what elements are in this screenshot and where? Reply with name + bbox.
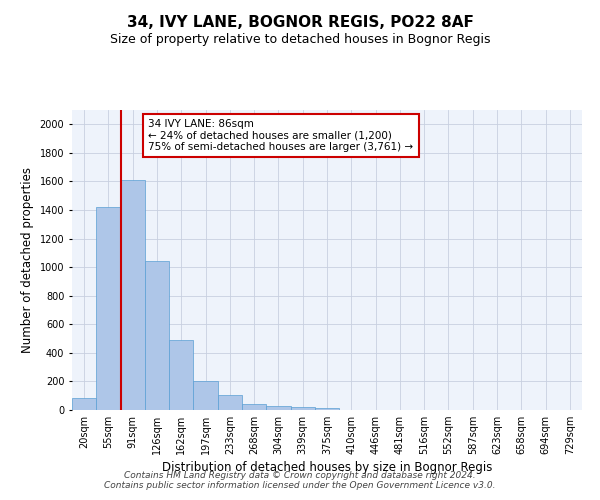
Bar <box>218 395 242 410</box>
Bar <box>72 398 96 410</box>
Bar <box>242 404 266 410</box>
Bar <box>290 407 315 410</box>
X-axis label: Distribution of detached houses by size in Bognor Regis: Distribution of detached houses by size … <box>162 462 492 474</box>
Y-axis label: Number of detached properties: Number of detached properties <box>21 167 34 353</box>
Bar <box>121 180 145 410</box>
Bar <box>266 406 290 410</box>
Text: Size of property relative to detached houses in Bognor Regis: Size of property relative to detached ho… <box>110 32 490 46</box>
Text: 34 IVY LANE: 86sqm
← 24% of detached houses are smaller (1,200)
75% of semi-deta: 34 IVY LANE: 86sqm ← 24% of detached hou… <box>149 119 413 152</box>
Bar <box>315 408 339 410</box>
Text: 34, IVY LANE, BOGNOR REGIS, PO22 8AF: 34, IVY LANE, BOGNOR REGIS, PO22 8AF <box>127 15 473 30</box>
Bar <box>96 207 121 410</box>
Bar <box>193 380 218 410</box>
Bar <box>169 340 193 410</box>
Bar <box>145 260 169 410</box>
Text: Contains HM Land Registry data © Crown copyright and database right 2024.
Contai: Contains HM Land Registry data © Crown c… <box>104 470 496 490</box>
